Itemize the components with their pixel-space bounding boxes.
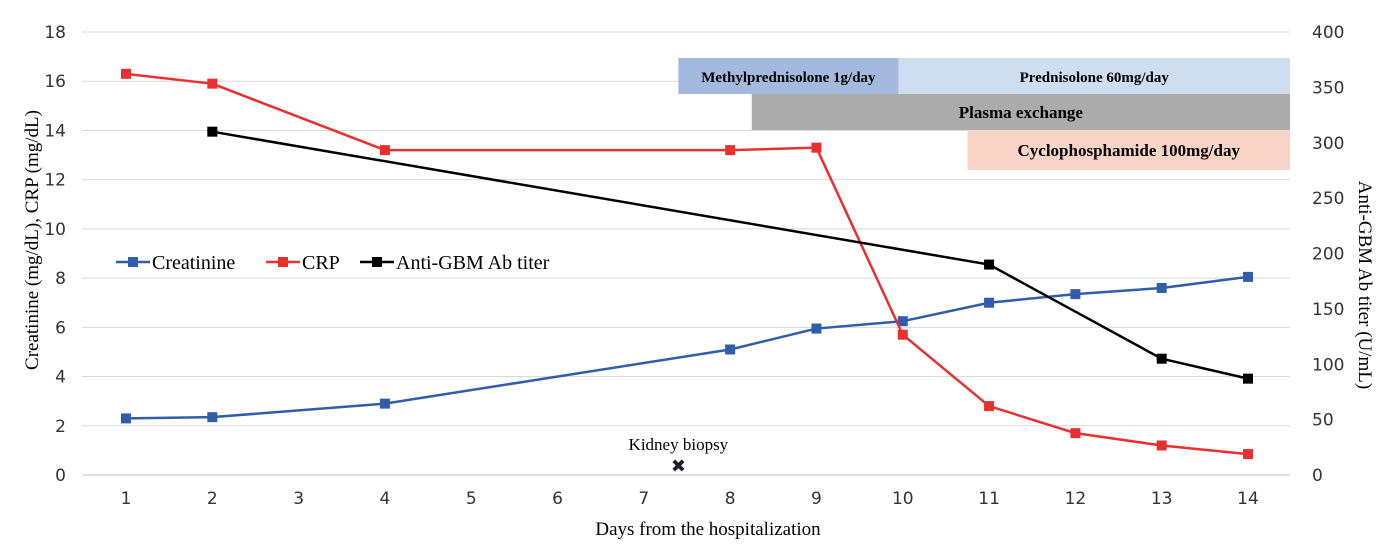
x-tick-label: 3 <box>293 489 304 509</box>
band-3: Cyclophosphamide 100mg/day <box>967 130 1290 170</box>
x-axis-title: Days from the hospitalization <box>595 519 821 540</box>
treatment-bands: Methylprednisolone 1g/day Prednisolone 60… <box>678 58 1290 170</box>
data-point <box>207 126 218 137</box>
y-tick-label: 16 <box>44 72 66 92</box>
annotation-label: Kidney biopsy <box>629 435 729 454</box>
y-tick-label: 8 <box>55 269 66 289</box>
x-tick-label: 5 <box>466 489 477 509</box>
legend-item: CRP <box>266 252 340 274</box>
data-point <box>725 344 736 355</box>
series-creatinine <box>121 271 1253 424</box>
y-tick-label: 18 <box>44 23 66 43</box>
legend-marker <box>128 257 138 267</box>
data-point <box>897 329 908 340</box>
y-tick-label: 10 <box>44 220 66 240</box>
legend: Creatinine CRP Anti-GBM Ab titer <box>116 252 550 274</box>
x-tick-label: 2 <box>207 489 218 509</box>
y-tick-label: 6 <box>55 318 66 338</box>
legend-label: CRP <box>302 252 340 274</box>
y2-tick-label: 400 <box>1312 23 1344 43</box>
data-point <box>984 401 995 412</box>
y-tick-label: 0 <box>55 466 66 486</box>
data-point <box>1243 449 1253 460</box>
y2-axis-title: Anti-GBM Ab titer (U/mL) <box>1354 181 1375 389</box>
y-tick-label: 12 <box>44 171 66 191</box>
data-point <box>1070 289 1081 300</box>
data-point <box>207 412 218 423</box>
annotations: Kidney biopsy ✖ <box>629 435 729 477</box>
data-point <box>207 78 218 89</box>
y-tick-label: 2 <box>55 417 66 437</box>
data-point <box>379 145 390 156</box>
y2-tick-label: 100 <box>1312 355 1344 375</box>
x-tick-label: 8 <box>725 489 736 509</box>
legend-marker <box>372 257 382 267</box>
x-tick-label: 7 <box>638 489 649 509</box>
legend-label: Creatinine <box>152 252 235 274</box>
band-1: Prednisolone 60mg/day <box>898 58 1290 94</box>
series-anti-gbm-ab-titer <box>207 126 1253 384</box>
band-0: Methylprednisolone 1g/day <box>678 58 899 94</box>
y-tick-label: 14 <box>44 121 66 141</box>
legend-item: Anti-GBM Ab titer <box>360 252 550 274</box>
y2-tick-label: 150 <box>1312 300 1344 320</box>
x-tick-label: 14 <box>1237 489 1259 509</box>
legend-label: Anti-GBM Ab titer <box>396 252 550 274</box>
band-label: Methylprednisolone 1g/day <box>701 70 876 86</box>
y-tick-label: 4 <box>55 368 66 388</box>
data-point <box>1243 271 1253 282</box>
data-point <box>811 323 822 334</box>
data-point <box>725 145 736 156</box>
series-line <box>212 130 1249 380</box>
data-point <box>897 316 908 327</box>
band-rect <box>967 130 1290 170</box>
band-rect <box>898 58 1290 94</box>
y2-tick-label: 200 <box>1312 245 1344 265</box>
band-rect <box>678 58 899 94</box>
x-tick-label: 12 <box>1065 489 1087 509</box>
data-point <box>121 413 131 424</box>
data-point <box>984 297 995 308</box>
x-tick-label: 4 <box>380 489 391 509</box>
data-point <box>121 68 131 79</box>
series-lines <box>121 68 1253 460</box>
data-point <box>1243 373 1253 384</box>
band-label: Plasma exchange <box>959 103 1084 122</box>
y2-tick-label: 350 <box>1312 78 1344 98</box>
band-2: Plasma exchange <box>751 94 1290 130</box>
x-tick-label: 11 <box>978 489 1000 509</box>
data-point <box>379 398 390 409</box>
annotation-marker: ✖ <box>671 456 686 477</box>
y2-tick-label: 300 <box>1312 134 1344 154</box>
data-point <box>984 259 995 270</box>
series-line <box>125 275 1249 420</box>
y-axis-title: Creatinine (mg/dL), CRP (mg/dL) <box>22 110 43 370</box>
x-tick-label: 10 <box>892 489 914 509</box>
data-point <box>1070 428 1081 439</box>
y2-tick-label: 0 <box>1312 466 1323 486</box>
data-point <box>1156 440 1167 451</box>
band-label: Cyclophosphamide 100mg/day <box>1018 141 1241 160</box>
data-point <box>1156 282 1167 293</box>
y2-tick-label: 250 <box>1312 189 1344 209</box>
legend-marker <box>278 257 288 267</box>
data-point <box>811 142 822 153</box>
data-point <box>1156 353 1167 364</box>
x-tick-label: 9 <box>811 489 822 509</box>
band-label: Prednisolone 60mg/day <box>1020 70 1170 86</box>
band-rect <box>751 94 1290 130</box>
x-tick-label: 13 <box>1151 489 1173 509</box>
axes: 0246810121416180501001502002503003504001… <box>44 23 1344 509</box>
x-tick-label: 6 <box>552 489 563 509</box>
legend-item: Creatinine <box>116 252 235 274</box>
x-tick-label: 1 <box>121 489 132 509</box>
y2-tick-label: 50 <box>1312 411 1334 431</box>
